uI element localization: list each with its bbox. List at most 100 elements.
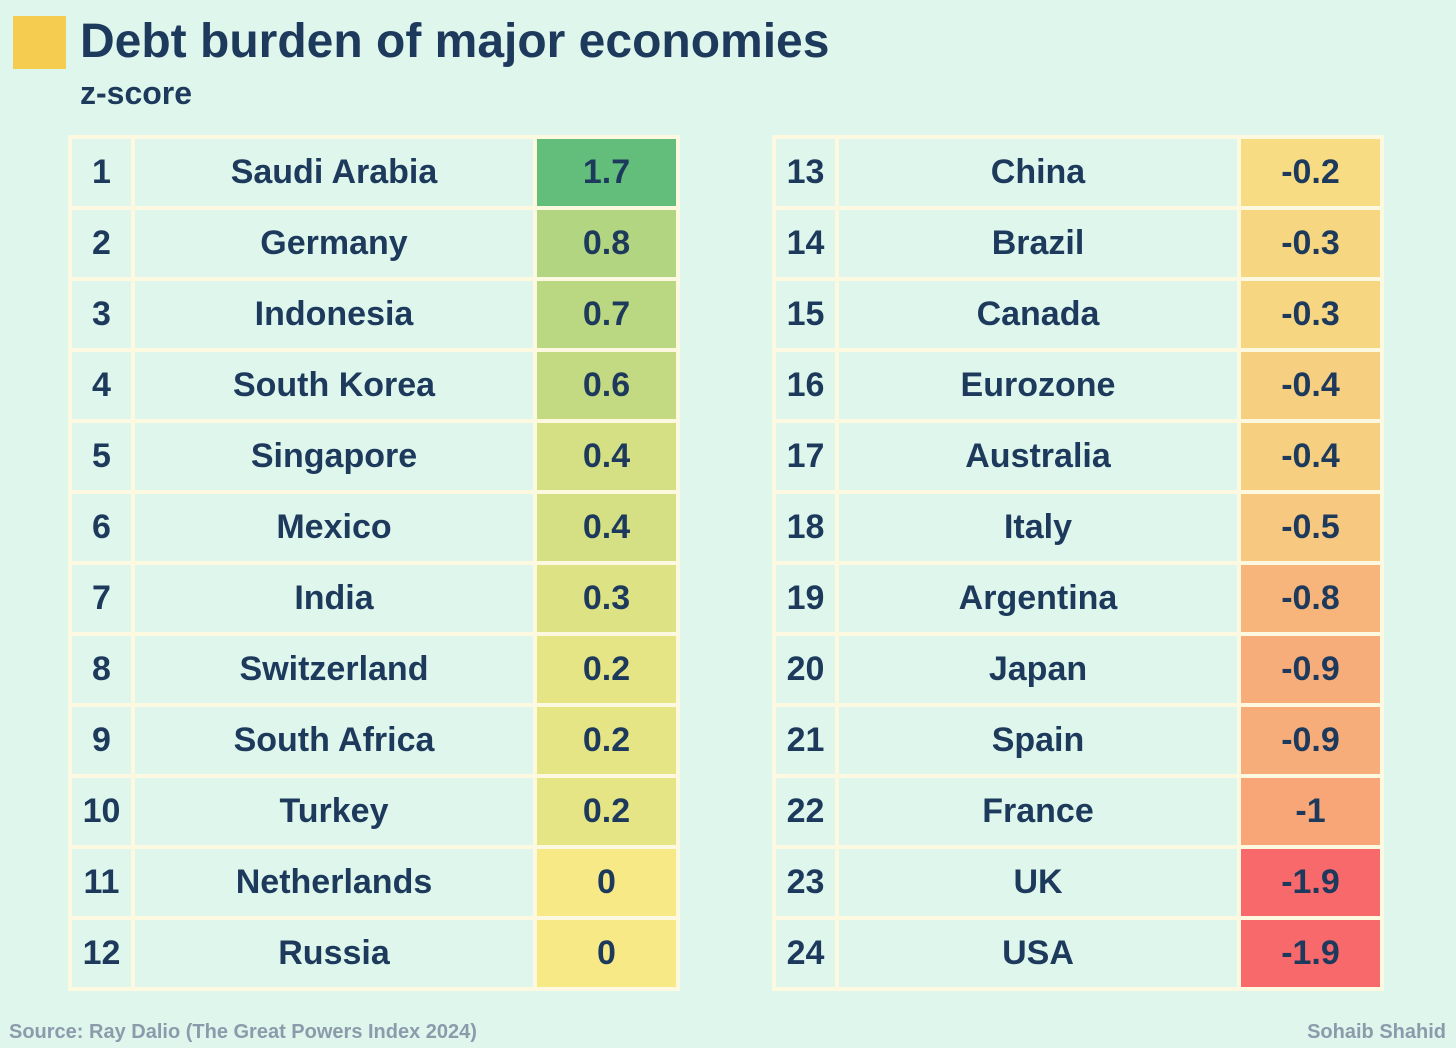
rank-number: 9 <box>72 707 131 774</box>
rank-number: 24 <box>776 920 835 987</box>
z-score-value: 0.4 <box>537 494 676 561</box>
rank-number: 3 <box>72 281 131 348</box>
z-score-value: -0.3 <box>1241 210 1380 277</box>
rank-number: 5 <box>72 423 131 490</box>
author-credit: Sohaib Shahid <box>1307 1021 1446 1043</box>
rank-number: 6 <box>72 494 131 561</box>
table-row: 15 Canada -0.3 <box>776 281 1380 348</box>
rank-number: 10 <box>72 778 131 845</box>
country-name: UK <box>839 849 1237 916</box>
z-score-value: 0.8 <box>537 210 676 277</box>
rank-number: 14 <box>776 210 835 277</box>
country-name: Italy <box>839 494 1237 561</box>
rank-number: 17 <box>776 423 835 490</box>
z-score-value: -0.4 <box>1241 423 1380 490</box>
country-name: Switzerland <box>135 636 533 703</box>
country-name: Brazil <box>839 210 1237 277</box>
z-score-value: -0.4 <box>1241 352 1380 419</box>
z-score-value: 0.4 <box>537 423 676 490</box>
rank-number: 23 <box>776 849 835 916</box>
table-row: 18 Italy -0.5 <box>776 494 1380 561</box>
table-row: 20 Japan -0.9 <box>776 636 1380 703</box>
country-name: Germany <box>135 210 533 277</box>
z-score-value: 0.2 <box>537 707 676 774</box>
country-name: Eurozone <box>839 352 1237 419</box>
country-name: Argentina <box>839 565 1237 632</box>
table-row: 21 Spain -0.9 <box>776 707 1380 774</box>
country-name: India <box>135 565 533 632</box>
ranking-table-right: 13 China -0.2 14 Brazil -0.3 15 Canada -0.3 16 Eur… <box>772 135 1384 991</box>
country-name: Australia <box>839 423 1237 490</box>
rank-number: 22 <box>776 778 835 845</box>
rank-number: 12 <box>72 920 131 987</box>
table-row: 1 Saudi Arabia 1.7 <box>72 139 676 206</box>
z-score-value: -0.3 <box>1241 281 1380 348</box>
table-row: 22 France -1 <box>776 778 1380 845</box>
table-row: 13 China -0.2 <box>776 139 1380 206</box>
table-row: 24 USA -1.9 <box>776 920 1380 987</box>
country-name: Japan <box>839 636 1237 703</box>
rank-number: 8 <box>72 636 131 703</box>
country-name: USA <box>839 920 1237 987</box>
country-name: Turkey <box>135 778 533 845</box>
rank-number: 13 <box>776 139 835 206</box>
country-name: Spain <box>839 707 1237 774</box>
table-row: 2 Germany 0.8 <box>72 210 676 277</box>
chart-subtitle: z-score <box>80 75 193 111</box>
table-row: 9 South Africa 0.2 <box>72 707 676 774</box>
rank-number: 11 <box>72 849 131 916</box>
z-score-value: -1.9 <box>1241 920 1380 987</box>
rank-number: 7 <box>72 565 131 632</box>
country-name: Netherlands <box>135 849 533 916</box>
table-row: 14 Brazil -0.3 <box>776 210 1380 277</box>
ranking-table-left: 1 Saudi Arabia 1.7 2 Germany 0.8 3 Indonesia 0.7… <box>68 135 680 991</box>
rank-number: 4 <box>72 352 131 419</box>
source-note: Source: Ray Dalio (The Great Powers Inde… <box>9 1021 477 1043</box>
z-score-value: -0.5 <box>1241 494 1380 561</box>
z-score-value: 1.7 <box>537 139 676 206</box>
z-score-value: -0.9 <box>1241 707 1380 774</box>
country-name: Mexico <box>135 494 533 561</box>
z-score-value: 0 <box>537 849 676 916</box>
z-score-value: 0 <box>537 920 676 987</box>
country-name: China <box>839 139 1237 206</box>
country-name: Canada <box>839 281 1237 348</box>
title-accent-square <box>13 16 66 69</box>
rank-number: 1 <box>72 139 131 206</box>
z-score-value: 0.6 <box>537 352 676 419</box>
table-row: 4 South Korea 0.6 <box>72 352 676 419</box>
z-score-value: -0.9 <box>1241 636 1380 703</box>
table-row: 10 Turkey 0.2 <box>72 778 676 845</box>
table-row: 3 Indonesia 0.7 <box>72 281 676 348</box>
table-row: 12 Russia 0 <box>72 920 676 987</box>
rank-number: 20 <box>776 636 835 703</box>
country-name: Singapore <box>135 423 533 490</box>
table-row: 6 Mexico 0.4 <box>72 494 676 561</box>
table-row: 7 India 0.3 <box>72 565 676 632</box>
table-row: 16 Eurozone -0.4 <box>776 352 1380 419</box>
rank-number: 15 <box>776 281 835 348</box>
rank-number: 2 <box>72 210 131 277</box>
country-name: France <box>839 778 1237 845</box>
z-score-value: 0.2 <box>537 778 676 845</box>
chart-title: Debt burden of major economies <box>80 15 830 68</box>
table-row: 11 Netherlands 0 <box>72 849 676 916</box>
table-row: 17 Australia -0.4 <box>776 423 1380 490</box>
z-score-value: -1 <box>1241 778 1380 845</box>
table-row: 19 Argentina -0.8 <box>776 565 1380 632</box>
table-row: 5 Singapore 0.4 <box>72 423 676 490</box>
country-name: South Africa <box>135 707 533 774</box>
table-row: 8 Switzerland 0.2 <box>72 636 676 703</box>
country-name: Russia <box>135 920 533 987</box>
country-name: Saudi Arabia <box>135 139 533 206</box>
country-name: Indonesia <box>135 281 533 348</box>
z-score-value: -1.9 <box>1241 849 1380 916</box>
rank-number: 21 <box>776 707 835 774</box>
rank-number: 19 <box>776 565 835 632</box>
z-score-value: -0.2 <box>1241 139 1380 206</box>
country-name: South Korea <box>135 352 533 419</box>
rank-number: 18 <box>776 494 835 561</box>
z-score-value: 0.7 <box>537 281 676 348</box>
rank-number: 16 <box>776 352 835 419</box>
table-row: 23 UK -1.9 <box>776 849 1380 916</box>
